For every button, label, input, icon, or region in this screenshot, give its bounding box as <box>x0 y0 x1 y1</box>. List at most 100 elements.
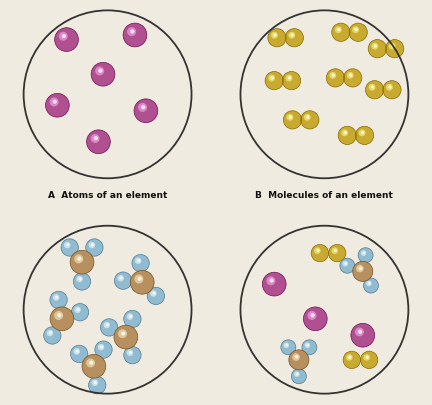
Circle shape <box>338 127 356 145</box>
Circle shape <box>355 29 358 32</box>
Circle shape <box>359 130 365 137</box>
Circle shape <box>268 30 286 48</box>
Circle shape <box>366 281 372 287</box>
Circle shape <box>57 313 61 318</box>
Circle shape <box>340 259 355 273</box>
Circle shape <box>123 24 147 48</box>
Circle shape <box>343 261 348 267</box>
Circle shape <box>365 356 369 359</box>
Circle shape <box>94 137 98 141</box>
Circle shape <box>292 354 300 361</box>
Circle shape <box>314 248 321 254</box>
Circle shape <box>341 130 348 137</box>
Circle shape <box>50 292 67 309</box>
Circle shape <box>55 296 58 299</box>
Circle shape <box>79 277 82 281</box>
Circle shape <box>134 275 143 284</box>
Circle shape <box>281 340 296 355</box>
Circle shape <box>64 242 70 249</box>
Circle shape <box>349 75 353 78</box>
Circle shape <box>383 81 401 100</box>
Circle shape <box>53 294 60 301</box>
Circle shape <box>368 85 375 92</box>
Circle shape <box>95 341 112 358</box>
Circle shape <box>343 132 347 135</box>
Circle shape <box>55 29 78 52</box>
Circle shape <box>283 111 302 130</box>
Circle shape <box>118 329 127 339</box>
Circle shape <box>332 24 350 42</box>
Circle shape <box>98 69 102 74</box>
Circle shape <box>100 345 103 349</box>
Circle shape <box>329 72 336 80</box>
Circle shape <box>285 344 288 347</box>
Circle shape <box>334 249 337 252</box>
Circle shape <box>66 244 69 247</box>
Circle shape <box>74 307 81 313</box>
Circle shape <box>305 343 310 348</box>
Circle shape <box>270 279 274 283</box>
Circle shape <box>137 259 140 262</box>
Circle shape <box>285 30 303 48</box>
Circle shape <box>147 288 165 305</box>
Circle shape <box>352 27 359 34</box>
Circle shape <box>343 351 360 369</box>
Circle shape <box>89 361 93 365</box>
Circle shape <box>114 272 132 290</box>
Circle shape <box>89 242 95 249</box>
Circle shape <box>303 307 327 331</box>
Circle shape <box>141 106 146 110</box>
Circle shape <box>349 24 367 42</box>
Circle shape <box>348 356 352 359</box>
Circle shape <box>283 72 301 91</box>
Circle shape <box>103 322 110 328</box>
Circle shape <box>270 77 274 80</box>
Circle shape <box>121 332 125 336</box>
Circle shape <box>301 111 319 130</box>
Circle shape <box>286 75 292 82</box>
Circle shape <box>86 358 95 368</box>
Circle shape <box>47 330 53 337</box>
Circle shape <box>358 248 373 263</box>
Circle shape <box>289 116 292 119</box>
Circle shape <box>130 271 154 294</box>
Circle shape <box>288 33 295 40</box>
Circle shape <box>344 262 347 265</box>
Circle shape <box>91 134 100 144</box>
Circle shape <box>73 348 80 355</box>
Circle shape <box>62 35 66 39</box>
Circle shape <box>44 327 61 344</box>
Circle shape <box>353 262 373 282</box>
Circle shape <box>358 330 362 334</box>
Circle shape <box>124 347 141 364</box>
Circle shape <box>356 127 374 145</box>
Circle shape <box>130 30 134 34</box>
Circle shape <box>360 351 378 369</box>
Circle shape <box>361 251 366 256</box>
Circle shape <box>362 252 365 255</box>
Circle shape <box>74 255 83 264</box>
Circle shape <box>94 381 97 384</box>
Circle shape <box>262 273 286 296</box>
Circle shape <box>335 27 342 34</box>
Circle shape <box>326 70 344 88</box>
Circle shape <box>127 350 133 356</box>
Circle shape <box>363 354 370 361</box>
Circle shape <box>76 308 79 311</box>
Circle shape <box>265 72 283 91</box>
Circle shape <box>328 245 346 262</box>
Circle shape <box>129 315 132 318</box>
Circle shape <box>76 350 79 353</box>
Circle shape <box>311 313 315 318</box>
Circle shape <box>77 257 82 261</box>
Circle shape <box>346 354 353 361</box>
Circle shape <box>386 85 393 92</box>
Circle shape <box>134 100 158 123</box>
Circle shape <box>304 115 311 122</box>
Circle shape <box>347 72 354 80</box>
Circle shape <box>308 311 317 320</box>
Circle shape <box>356 265 364 273</box>
Circle shape <box>137 277 142 281</box>
Circle shape <box>359 267 362 271</box>
Circle shape <box>374 45 377 49</box>
